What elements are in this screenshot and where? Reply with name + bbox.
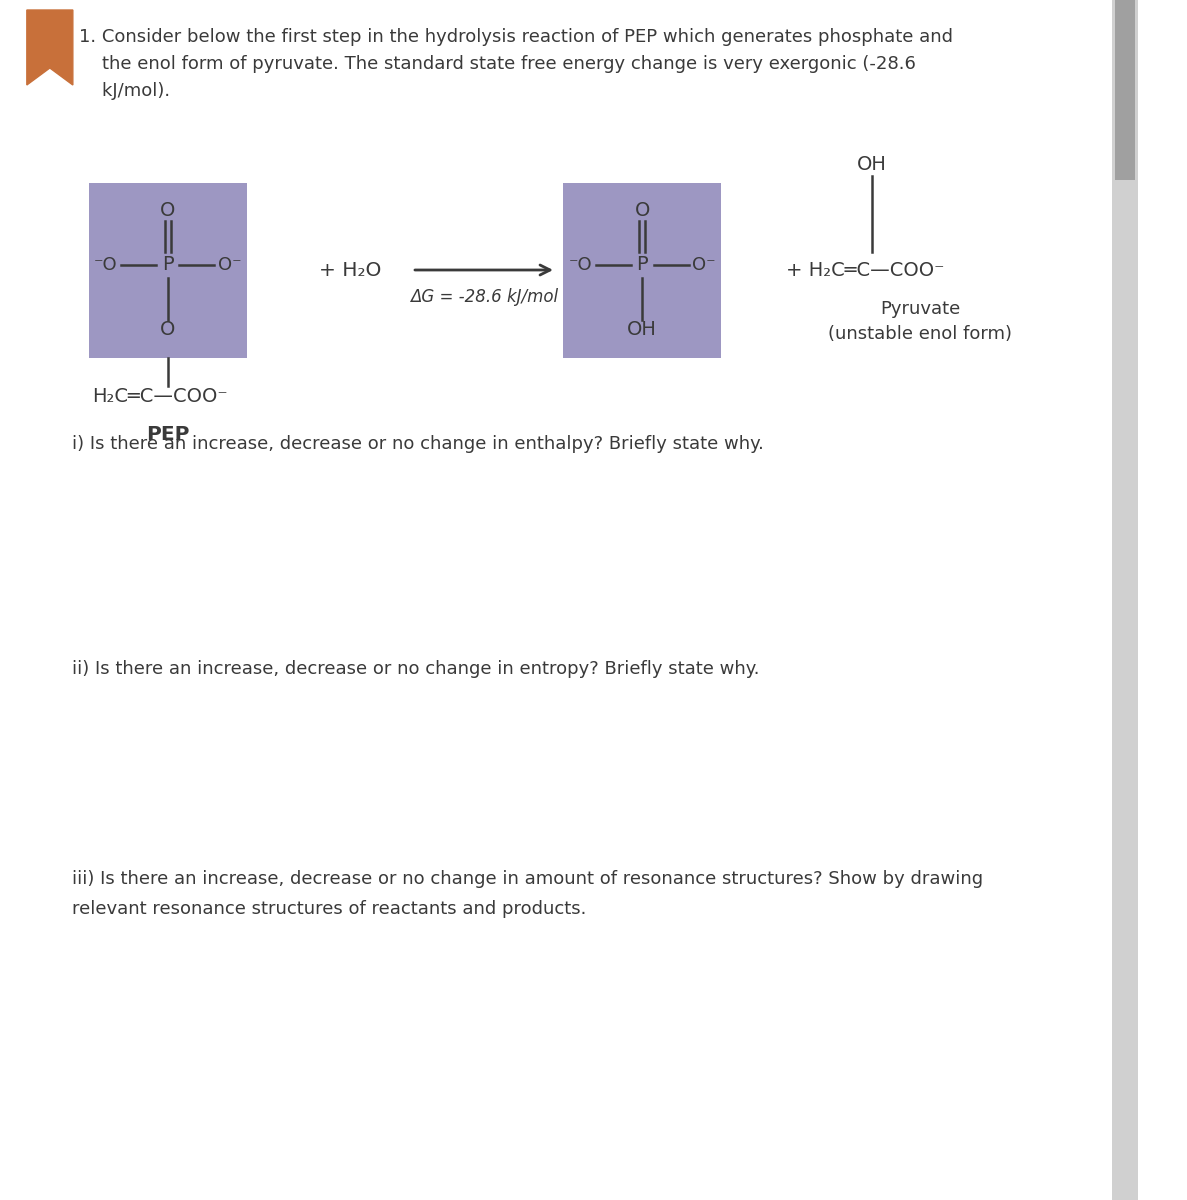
Text: O: O xyxy=(160,320,176,338)
Text: ii) Is there an increase, decrease or no change in entropy? Briefly state why.: ii) Is there an increase, decrease or no… xyxy=(72,660,760,678)
Text: + H₂O: + H₂O xyxy=(318,260,381,280)
Text: OH: OH xyxy=(627,320,658,338)
Text: 1. Consider below the first step in the hydrolysis reaction of PEP which generat: 1. Consider below the first step in the … xyxy=(78,28,953,46)
Text: relevant resonance structures of reactants and products.: relevant resonance structures of reactan… xyxy=(72,900,586,918)
Text: ⁻O: ⁻O xyxy=(94,256,118,274)
Text: O⁻: O⁻ xyxy=(692,256,716,274)
Text: ⁻O: ⁻O xyxy=(569,256,592,274)
Text: OH: OH xyxy=(857,155,887,174)
Polygon shape xyxy=(27,10,72,85)
Text: Pyruvate: Pyruvate xyxy=(880,300,960,318)
Text: the enol form of pyruvate. The standard state free energy change is very exergon: the enol form of pyruvate. The standard … xyxy=(78,55,915,73)
Text: O: O xyxy=(635,200,649,220)
Text: (unstable enol form): (unstable enol form) xyxy=(829,325,1013,343)
Text: + H₂C═C—COO⁻: + H₂C═C—COO⁻ xyxy=(786,260,945,280)
Bar xyxy=(1112,0,1137,1200)
Text: i) Is there an increase, decrease or no change in enthalpy? Briefly state why.: i) Is there an increase, decrease or no … xyxy=(72,434,763,452)
Text: P: P xyxy=(636,256,648,275)
Bar xyxy=(1115,0,1135,180)
Text: O: O xyxy=(160,200,176,220)
Text: iii) Is there an increase, decrease or no change in amount of resonance structur: iii) Is there an increase, decrease or n… xyxy=(72,870,983,888)
Text: kJ/mol).: kJ/mol). xyxy=(78,82,170,100)
Text: O⁻: O⁻ xyxy=(217,256,241,274)
Bar xyxy=(563,182,722,358)
Text: H₂C═C—COO⁻: H₂C═C—COO⁻ xyxy=(93,388,228,407)
Text: ΔG = -28.6 kJ/mol: ΔG = -28.6 kJ/mol xyxy=(410,288,558,306)
Text: P: P xyxy=(161,256,173,275)
Bar xyxy=(89,182,247,358)
Text: PEP: PEP xyxy=(146,426,190,444)
